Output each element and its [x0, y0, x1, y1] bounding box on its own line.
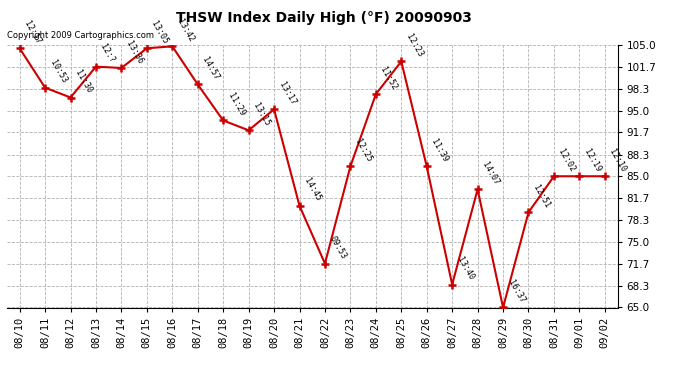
Text: 12:25: 12:25 — [353, 138, 373, 164]
Text: THSW Index Daily High (°F) 20090903: THSW Index Daily High (°F) 20090903 — [177, 11, 472, 25]
Text: 12:17: 12:17 — [22, 20, 43, 45]
Text: 13:42: 13:42 — [175, 17, 195, 44]
Text: 12:?: 12:? — [99, 42, 117, 64]
Text: 10:53: 10:53 — [48, 59, 68, 85]
Text: 11:39: 11:39 — [429, 138, 450, 164]
Text: 13:05: 13:05 — [150, 20, 170, 45]
Text: 14:45: 14:45 — [302, 177, 323, 203]
Text: 16:37: 16:37 — [506, 279, 526, 305]
Text: 12:02: 12:02 — [557, 147, 577, 174]
Text: 13:40: 13:40 — [455, 256, 475, 282]
Text: 09:53: 09:53 — [328, 235, 348, 261]
Text: 14:57: 14:57 — [201, 56, 221, 82]
Text: 12:51: 12:51 — [531, 183, 551, 210]
Text: 11:29: 11:29 — [226, 92, 246, 118]
Text: Copyright 2009 Cartographics.com: Copyright 2009 Cartographics.com — [7, 31, 154, 40]
Text: 14:07: 14:07 — [480, 160, 501, 187]
Text: 13:36: 13:36 — [124, 39, 144, 65]
Text: 13:15: 13:15 — [251, 101, 272, 128]
Text: 12:23: 12:23 — [404, 33, 424, 58]
Text: 11:52: 11:52 — [379, 65, 399, 92]
Text: 12:19: 12:19 — [582, 147, 602, 174]
Text: 13:17: 13:17 — [277, 80, 297, 106]
Text: 11:30: 11:30 — [73, 69, 94, 95]
Text: 12:10: 12:10 — [608, 147, 628, 174]
